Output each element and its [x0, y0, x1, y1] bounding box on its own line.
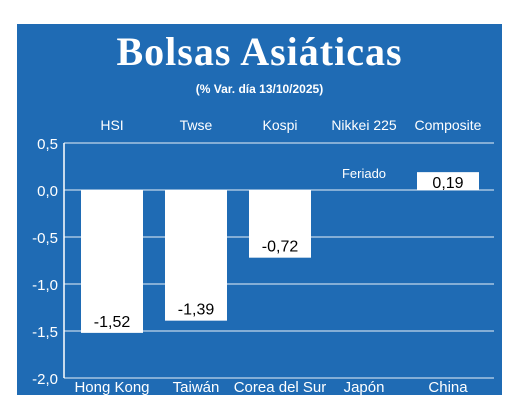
data-label: -0,72	[262, 239, 299, 256]
x-tick-label: Hong Kong	[74, 379, 149, 396]
chart-subtitle: (% Var. día 13/10/2025)	[195, 82, 324, 96]
y-tick-label: -0,5	[32, 230, 58, 247]
index-label: Nikkei 225	[331, 117, 397, 133]
y-tick-label: 0,5	[37, 136, 58, 153]
bar	[417, 172, 479, 190]
y-tick-label: -1,5	[32, 324, 58, 341]
bar	[81, 190, 143, 333]
x-tick-label: Japón	[344, 379, 385, 396]
bar	[249, 190, 311, 258]
data-label: -1,52	[94, 314, 131, 331]
x-tick-label: Taiwán	[173, 379, 220, 396]
chart-title: Bolsas Asiáticas	[116, 29, 403, 74]
index-label: Kospi	[262, 117, 297, 133]
x-tick-label: Corea del Sur	[234, 379, 327, 396]
bar	[165, 190, 227, 321]
data-label: 0,19	[432, 175, 463, 192]
index-label: Twse	[180, 117, 213, 133]
index-label: Composite	[415, 117, 482, 133]
x-tick-label: China	[428, 379, 468, 396]
y-tick-label: 0,0	[37, 183, 58, 200]
data-label: Feriado	[342, 166, 386, 181]
data-label: -1,39	[178, 302, 215, 319]
y-tick-label: -1,0	[32, 277, 58, 294]
index-label: HSI	[100, 117, 123, 133]
y-tick-label: -2,0	[32, 371, 58, 388]
